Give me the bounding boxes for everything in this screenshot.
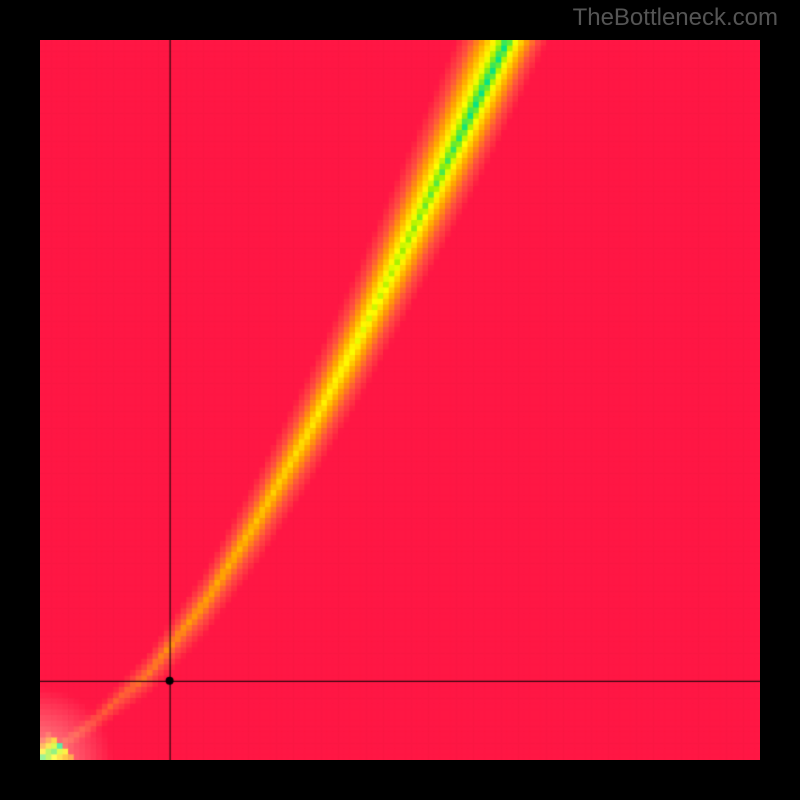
- chart-frame: TheBottleneck.com: [0, 0, 800, 800]
- watermark-text: TheBottleneck.com: [573, 4, 778, 32]
- heatmap-canvas: [40, 40, 760, 760]
- heatmap-plot: [40, 40, 760, 760]
